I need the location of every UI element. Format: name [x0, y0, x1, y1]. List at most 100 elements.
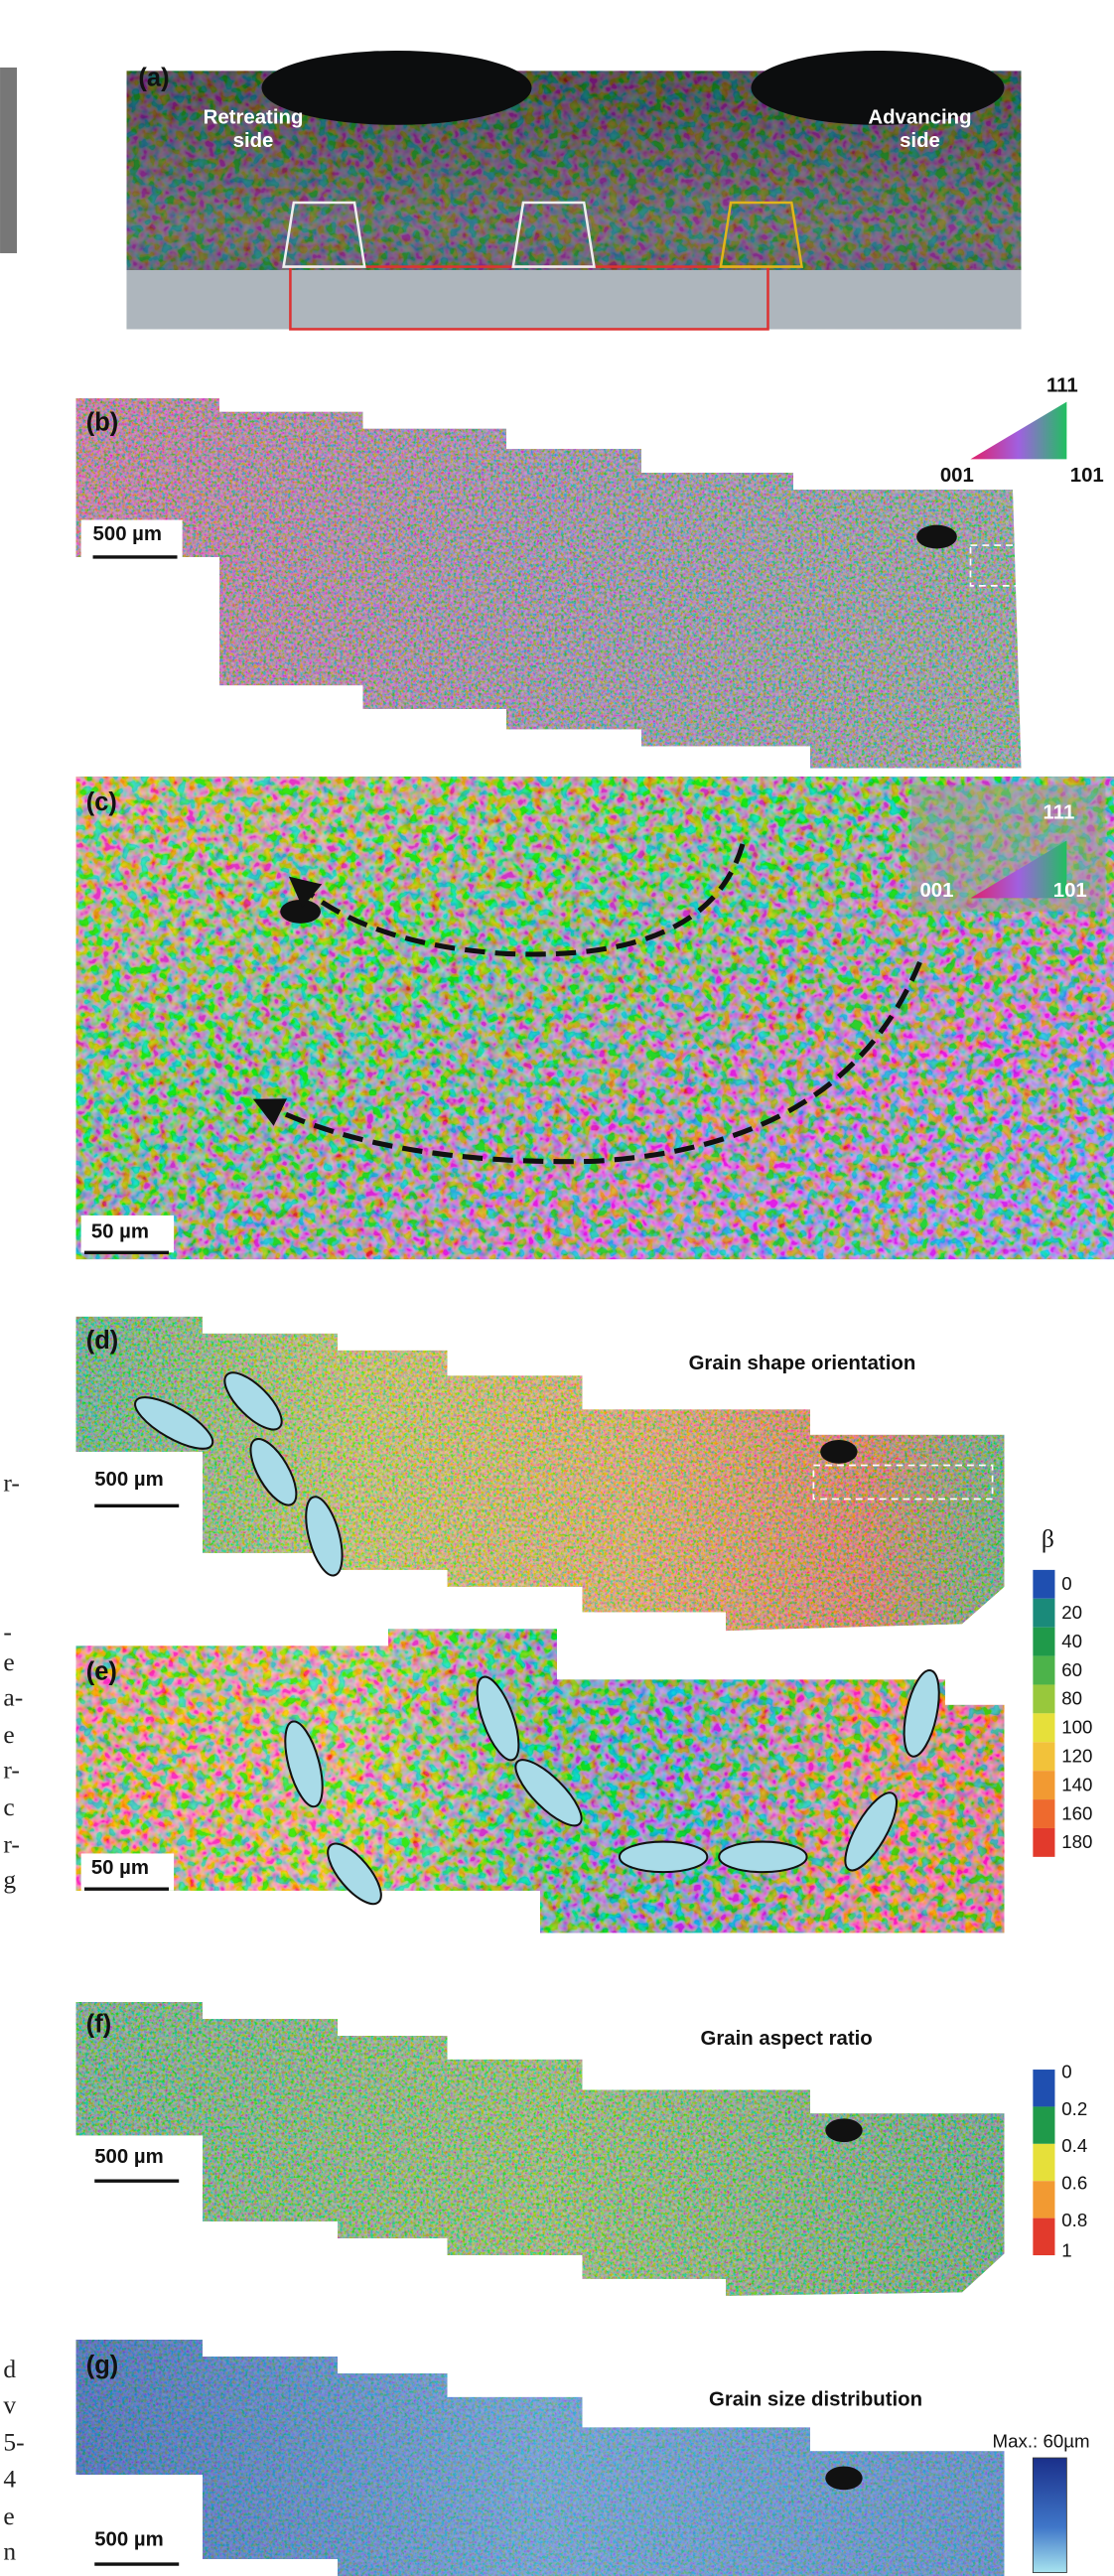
colorbar-label: 160: [1061, 1802, 1092, 1823]
grain-ellipse: [249, 1437, 298, 1506]
colorbar-label: 100: [1061, 1717, 1092, 1738]
grain-ellipse: [327, 1842, 382, 1906]
grain-ellipse: [476, 1675, 520, 1762]
colorbar-swatch: [1033, 2070, 1055, 2107]
grain-ellipse: [134, 1396, 214, 1450]
map-texture: [75, 1316, 1005, 1632]
panel-a: (a) Retreating side Advancing side: [126, 50, 1022, 331]
scale-bar-bg: [80, 2140, 187, 2192]
flow-arrow: [252, 960, 922, 1165]
text-fragment: e: [3, 1647, 14, 1676]
ipf-label: 001: [919, 880, 953, 902]
trapezoid: [511, 201, 596, 268]
colorbar-label: 0: [1061, 1573, 1071, 1594]
colorbar-swatch: [1033, 1713, 1055, 1743]
scale-bar-label: 500 µm: [94, 2529, 164, 2551]
text-fragment: e: [3, 2502, 14, 2530]
grain-ellipse: [903, 1668, 940, 1758]
panel-label: (c): [86, 788, 117, 816]
panel-title: Grain size distribution: [709, 2389, 922, 2411]
tool-shadow: [261, 50, 532, 125]
trapezoid: [282, 201, 366, 268]
text-fragment: n: [3, 2537, 16, 2566]
colorbar-swatch: [1033, 1598, 1055, 1628]
text-fragment: -: [3, 1617, 12, 1646]
aspect-legend: 0 0.2 0.4 0.6 0.8 1: [1033, 2061, 1087, 2261]
ipf-label: 111: [1046, 375, 1078, 397]
colorbar-label: 120: [1061, 1746, 1092, 1767]
grain-ellipse: [718, 1840, 808, 1874]
colorbar-label: 0: [1061, 2061, 1071, 2081]
colorbar: [1032, 2457, 1067, 2574]
colorbar-label: 0.6: [1061, 2173, 1087, 2194]
scale-bar-label: 50 µm: [91, 1220, 149, 1242]
colorbar-swatch: [1033, 1684, 1055, 1714]
text-fragment: a-: [3, 1683, 23, 1712]
beta-legend: β 0 20 40 60 80 100 120 140 160 180: [1033, 1524, 1092, 1857]
text-fragment: v: [3, 2390, 16, 2419]
map-texture: [75, 2002, 1005, 2296]
scale-bar-bg: [80, 1215, 175, 1253]
text-fragment: e: [3, 1720, 14, 1749]
colorbar-swatch: [1033, 2218, 1055, 2256]
colorbar-swatch: [1033, 1799, 1055, 1828]
ipf-label: 111: [1044, 802, 1075, 824]
scale-bar-label: 500 µm: [93, 523, 163, 545]
panel-label: (e): [86, 1657, 117, 1685]
colorbar-label: 0.4: [1061, 2135, 1087, 2156]
panel-g: (g) Grain size distribution 500 µm Max.:…: [75, 2340, 1090, 2576]
text-fragment: d: [3, 2355, 16, 2383]
colorbar-label: 140: [1061, 1774, 1092, 1794]
grain-ellipse: [844, 1791, 898, 1872]
map-texture: [75, 2340, 1005, 2576]
panel-e: (e) 50 µm: [75, 1629, 1005, 1933]
panel-title: Grain shape orientation: [689, 1353, 916, 1374]
left-margin-text: r- - e a- e r- c r- g d v 5- 4 e n: [3, 1469, 24, 2566]
cross-section: [126, 269, 1022, 330]
colorbar-swatch: [1033, 1771, 1055, 1800]
void: [825, 2466, 863, 2491]
text-fragment: r-: [3, 1756, 19, 1785]
colorbar-label: 1: [1061, 2240, 1071, 2261]
void: [916, 524, 957, 549]
colorbar-swatch: [1033, 2181, 1055, 2218]
colorbar-swatch: [1033, 1569, 1055, 1599]
colorbar-label: 180: [1061, 1831, 1092, 1852]
panel-title: Grain aspect ratio: [700, 2028, 872, 2050]
text-fragment: r-: [3, 1469, 19, 1498]
panel-d: (d) Grain shape orientation 500 µm: [75, 1316, 1005, 1632]
trapezoid: [719, 201, 803, 268]
grain-ellipse: [223, 1371, 283, 1431]
colorbar-swatch: [1033, 1742, 1055, 1772]
legend-symbol: β: [1042, 1524, 1054, 1553]
ipf-label: 101: [1070, 465, 1104, 487]
panel-label: (f): [86, 2011, 111, 2039]
annotation: side: [900, 130, 940, 152]
annotation: Advancing: [868, 106, 971, 128]
void: [825, 2118, 863, 2143]
colorbar-swatch: [1033, 2106, 1055, 2144]
text-fragment: 5-: [3, 2427, 24, 2456]
panel-label: (g): [86, 2352, 119, 2379]
colorbar-label: 0.8: [1061, 2210, 1087, 2230]
panel-f: (f) Grain aspect ratio 500 µm: [75, 2002, 1005, 2296]
ipf-label: 001: [940, 465, 974, 487]
panel-label: (a): [138, 65, 169, 92]
grain-ellipse: [514, 1759, 583, 1827]
colorbar-label: 0.2: [1061, 2098, 1087, 2119]
clipped-image: [0, 67, 18, 253]
flow-arrow: [288, 843, 746, 957]
void: [280, 900, 322, 924]
panel-c: (c) 111 001 101 50 µm: [75, 776, 1114, 1260]
colorbar-label: 40: [1061, 1631, 1082, 1651]
grain-ellipse: [284, 1720, 324, 1808]
annotation: side: [233, 130, 274, 152]
colorbar-swatch: [1033, 1627, 1055, 1656]
ebsd-texture: [75, 398, 1022, 769]
colorbar-label: 60: [1061, 1659, 1082, 1680]
panel-b: (b) 111 001 101 500 µm: [75, 375, 1104, 769]
ipf-label: 101: [1053, 880, 1087, 902]
grain-ellipse: [305, 1496, 344, 1577]
